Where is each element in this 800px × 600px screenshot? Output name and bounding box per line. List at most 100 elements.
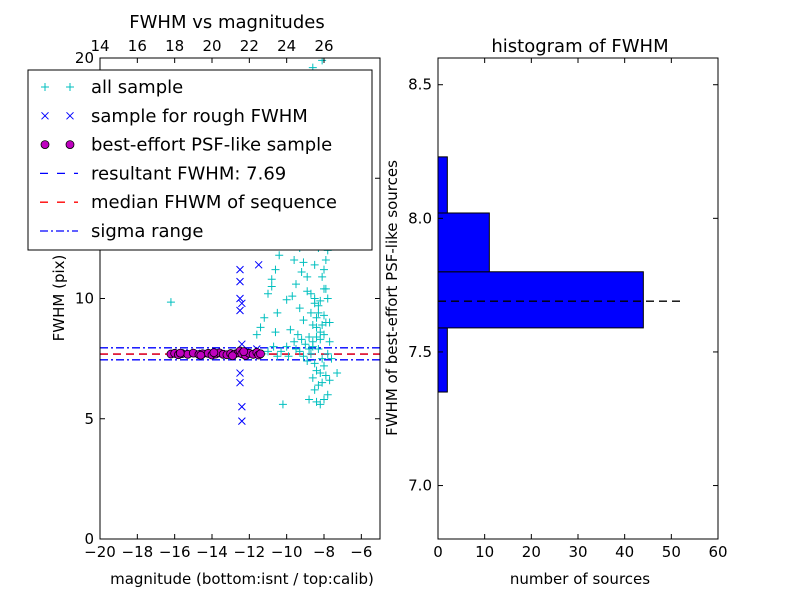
scatter-xtick-label: −8 <box>313 543 335 561</box>
legend-entry: sample for rough FWHM <box>41 106 308 127</box>
legend-marker-circle <box>40 140 50 150</box>
scatter-point-plus <box>252 330 261 339</box>
scatter-point-plus <box>260 313 269 322</box>
scatter-point-plus <box>292 280 300 289</box>
scatter-top-tick-label: 16 <box>128 37 147 55</box>
scatter-point-plus <box>312 397 321 406</box>
scatter-point-plus <box>320 330 328 339</box>
legend-entry: median FHWM of sequence <box>40 192 337 213</box>
scatter-point-plus <box>310 260 319 269</box>
scatter-top-tick-label: 20 <box>202 37 221 55</box>
legend-label: sigma range <box>91 221 203 242</box>
histogram-xtick-label: 10 <box>475 543 494 561</box>
scatter-point-plus <box>325 337 334 346</box>
legend-label: best-effort PSF-like sample <box>91 135 332 156</box>
scatter-point-x <box>238 299 246 308</box>
scatter-point-plus <box>297 335 306 344</box>
scatter-point-plus <box>303 272 312 281</box>
histogram-ytick-label: 7.0 <box>408 477 432 495</box>
scatter-point-plus <box>323 390 332 399</box>
scatter-point-plus <box>295 347 304 356</box>
histogram-xtick-label: 60 <box>708 543 727 561</box>
legend-label: sample for rough FWHM <box>91 106 308 127</box>
scatter-point-x <box>236 294 244 303</box>
legend-label: all sample <box>91 77 183 98</box>
histogram-xtick-label: 0 <box>433 543 443 561</box>
scatter-point-plus <box>306 349 315 358</box>
scatter-point-plus <box>321 371 330 380</box>
scatter-point-plus <box>325 318 334 327</box>
scatter-ytick-label: 10 <box>75 290 94 308</box>
histogram-xlabel: number of sources <box>510 570 650 588</box>
histogram-ytick-label: 7.5 <box>408 343 432 361</box>
scatter-point-x <box>236 369 244 377</box>
scatter-point-x <box>236 378 244 387</box>
scatter-point-circle <box>256 349 265 359</box>
scatter-point-plus <box>277 347 286 356</box>
legend-entry: best-effort PSF-like sample <box>40 135 332 156</box>
scatter-point-x <box>254 260 263 269</box>
scatter-point-plus <box>333 369 342 378</box>
scatter-ytick-label: 0 <box>84 530 94 548</box>
scatter-point-plus <box>278 400 287 409</box>
scatter-title: FWHM vs magnitudes <box>129 12 324 33</box>
scatter-point-plus <box>273 308 282 317</box>
scatter-point-plus <box>288 292 297 301</box>
scatter-point-plus <box>323 294 332 303</box>
scatter-point-plus <box>306 289 315 298</box>
scatter-xtick-label: −12 <box>234 543 266 561</box>
scatter-point-plus <box>297 268 306 277</box>
scatter-point-circle <box>239 347 249 357</box>
scatter-point-plus <box>299 258 308 267</box>
scatter-point-plus <box>308 342 317 351</box>
scatter-point-plus <box>321 256 330 265</box>
scatter-point-plus <box>308 320 317 329</box>
scatter-xtick-label: −10 <box>271 543 303 561</box>
scatter-point-plus <box>303 357 312 366</box>
scatter-top-tick-label: 18 <box>165 37 184 55</box>
histogram-xtick-label: 40 <box>615 543 634 561</box>
legend-marker-x <box>66 111 74 120</box>
legend-label: resultant FWHM: 7.69 <box>91 163 286 184</box>
scatter-point-plus <box>310 359 319 368</box>
histogram-ylabel: FWHM of best-effort PSF-like sources <box>383 160 401 436</box>
scatter-point-circle <box>209 348 219 358</box>
scatter-ytick-label: 20 <box>75 49 94 67</box>
scatter-point-x <box>236 277 244 286</box>
scatter-point-circle <box>175 348 185 358</box>
scatter-point-plus <box>286 325 295 334</box>
histogram-bar <box>437 212 490 273</box>
scatter-point-x <box>236 265 244 274</box>
scatter-legend: all sample sample for rough FWHM best-effo… <box>27 69 373 251</box>
histogram-xtick-label: 50 <box>662 543 681 561</box>
scatter-point-plus <box>310 385 319 394</box>
histogram-ytick-label: 8.5 <box>408 76 432 94</box>
scatter-xtick-label: −16 <box>159 543 191 561</box>
scatter-point-plus <box>308 373 317 382</box>
scatter-point-x <box>238 417 246 426</box>
scatter-point-plus <box>320 311 328 320</box>
scatter-point-plus <box>267 275 276 284</box>
scatter-point-plus <box>293 330 302 339</box>
scatter-point-plus <box>314 308 323 317</box>
scatter-point-plus <box>290 256 299 265</box>
scatter-point-circle <box>196 350 206 360</box>
scatter-top-tick-label: 22 <box>240 37 259 55</box>
scatter-point-plus <box>299 352 308 361</box>
scatter-point-plus <box>275 251 284 260</box>
scatter-point-plus <box>264 347 272 356</box>
scatter-ytick-label: 5 <box>84 410 94 428</box>
legend-label: median FHWM of sequence <box>91 192 337 213</box>
scatter-top-tick-label: 14 <box>90 37 109 55</box>
scatter-point-plus <box>271 265 280 274</box>
histogram-ticks: 0 10 20 30 40 50 60 7.0 7.5 8.0 8.5 <box>408 58 728 561</box>
scatter-xtick-label: −20 <box>84 543 116 561</box>
scatter-point-plus <box>269 342 278 351</box>
legend-marker-circle <box>65 140 75 150</box>
scatter-point-plus <box>314 381 323 390</box>
scatter-point-x <box>236 306 244 315</box>
scatter-point-plus <box>320 265 328 274</box>
scatter-ylabel: FWHM (pix) <box>50 255 68 342</box>
legend-marker-plus <box>41 83 49 91</box>
scatter-point-plus <box>295 304 304 313</box>
